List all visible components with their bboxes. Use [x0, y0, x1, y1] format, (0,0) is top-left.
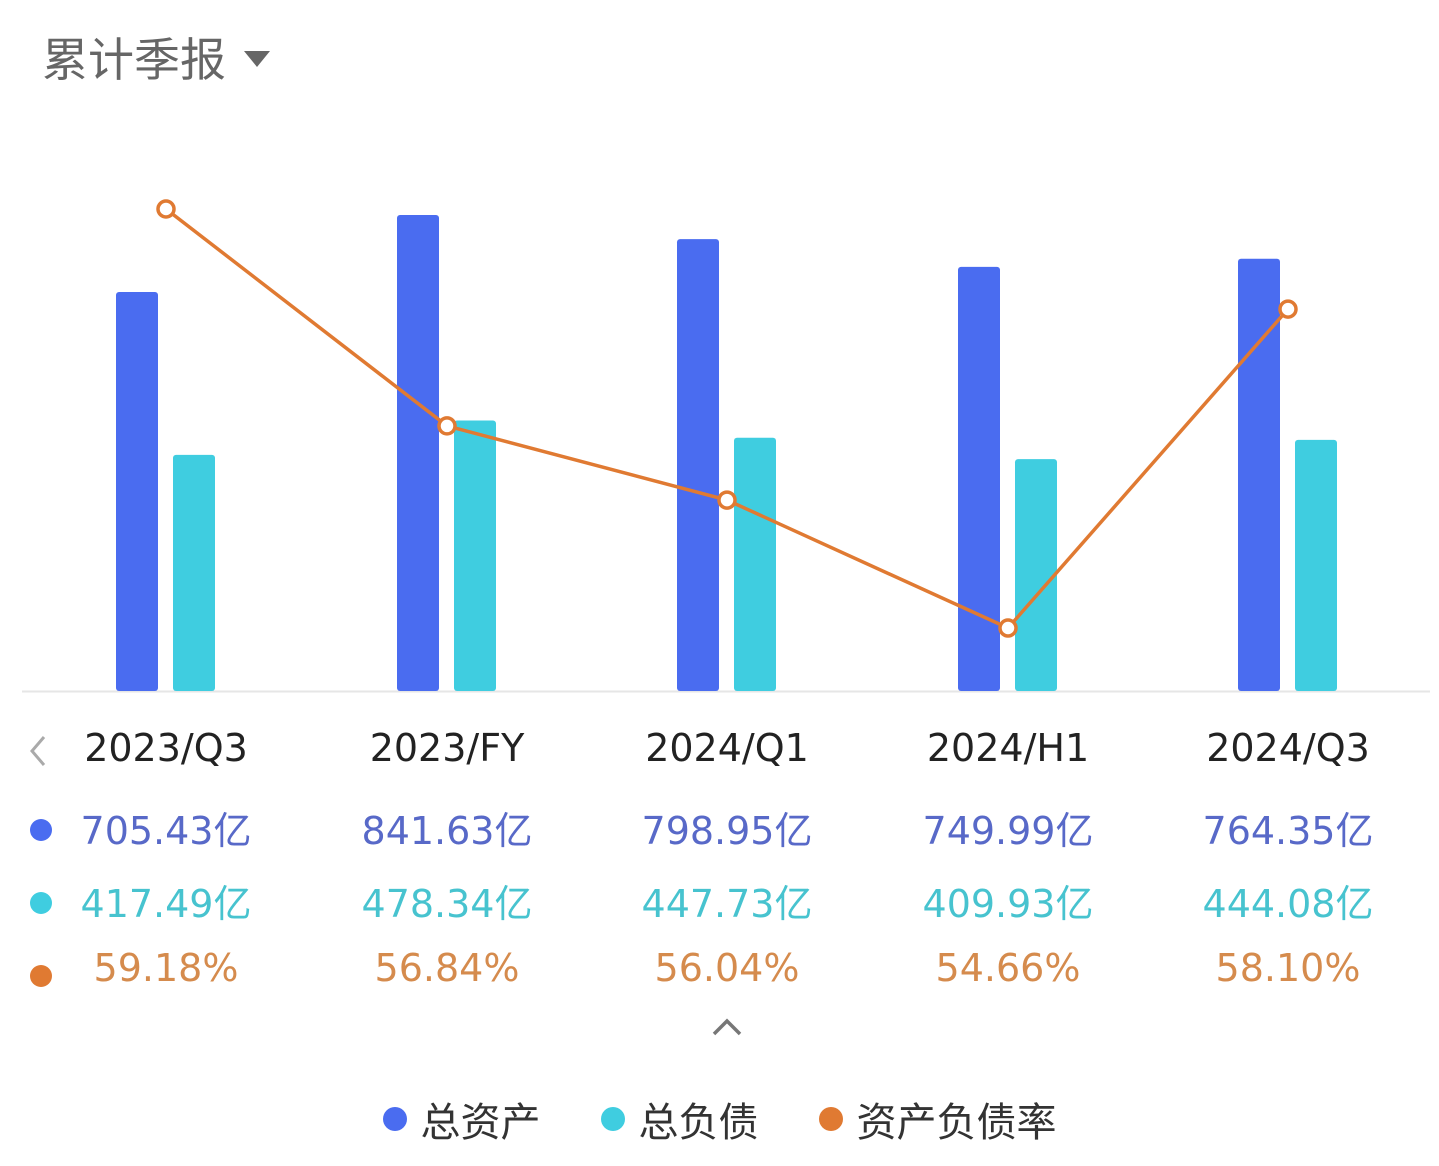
bar-total-assets [116, 292, 158, 691]
total-assets-value: 841.63亿 [361, 809, 533, 853]
total-liabilities-value: 409.93亿 [922, 882, 1094, 926]
period-type-dropdown[interactable]: 累计季报 [42, 24, 270, 90]
legend-dot-total-assets [382, 1107, 407, 1131]
series-dot [30, 819, 52, 841]
bar-total-assets [958, 266, 1000, 691]
legend-item-total-assets[interactable]: 总资产 [382, 1090, 541, 1148]
series-dot [30, 965, 52, 987]
debt-ratio-value: 54.66% [935, 946, 1081, 990]
total-assets-value: 764.35亿 [1202, 809, 1374, 853]
line-point-debt-ratio [156, 199, 176, 219]
total-liabilities-value: 417.49亿 [80, 882, 252, 926]
chevron-left-icon[interactable] [28, 734, 48, 768]
bar-total-assets [397, 215, 439, 691]
total-liabilities-row: 417.49亿 478.34亿 447.73亿 409.93亿 444.08亿 [0, 873, 1439, 933]
line-point-debt-ratio [1278, 299, 1298, 319]
bar-total-assets [677, 239, 719, 691]
legend-item-debt-ratio[interactable]: 资产负债率 [818, 1090, 1057, 1148]
combo-chart [22, 199, 1430, 693]
page-title: 累计季报 [42, 33, 226, 87]
total-liabilities-value: 444.08亿 [1202, 882, 1374, 926]
line-point-debt-ratio [998, 618, 1018, 638]
bar-total-liabilities [454, 420, 496, 691]
bar-total-assets [1238, 258, 1280, 691]
total-assets-value: 749.99亿 [922, 809, 1094, 853]
total-assets-value: 798.95亿 [641, 809, 813, 853]
category-label[interactable]: 2023/Q3 [84, 726, 248, 770]
caret-down-icon [244, 51, 270, 67]
legend-dot-total-liabilities [600, 1107, 625, 1131]
legend-label: 总负债 [638, 1100, 759, 1146]
line-point-debt-ratio [437, 416, 457, 436]
category-label[interactable]: 2024/Q1 [645, 726, 809, 770]
category-label[interactable]: 2024/Q3 [1206, 726, 1370, 770]
total-liabilities-value: 447.73亿 [641, 882, 813, 926]
category-label[interactable]: 2023/FY [369, 726, 525, 770]
total-assets-row: 705.43亿 841.63亿 798.95亿 749.99亿 764.35亿 [0, 800, 1439, 860]
series-dot [30, 892, 52, 914]
legend-item-total-liabilities[interactable]: 总负债 [600, 1090, 759, 1148]
debt-ratio-row: 59.18% 56.84% 56.04% 54.66% 58.10% [0, 946, 1439, 1006]
total-assets-value: 705.43亿 [80, 809, 252, 853]
legend-dot-debt-ratio [818, 1107, 843, 1131]
category-label[interactable]: 2024/H1 [926, 726, 1090, 770]
debt-ratio-value: 56.04% [654, 946, 800, 990]
debt-ratio-value: 58.10% [1215, 946, 1361, 990]
debt-ratio-value: 56.84% [374, 946, 520, 990]
legend-label: 资产负债率 [856, 1100, 1057, 1146]
category-row: 2023/Q3 2023/FY 2024/Q1 2024/H1 2024/Q3 [0, 726, 1439, 786]
total-liabilities-value: 478.34亿 [361, 882, 533, 926]
line-debt-ratio [164, 207, 1290, 631]
bar-total-liabilities [734, 437, 776, 691]
legend-label: 总资产 [420, 1100, 541, 1146]
chart-legend: 总资产 总负债 资产负债率 [0, 1090, 1439, 1148]
bar-total-liabilities [173, 454, 215, 691]
line-point-debt-ratio [717, 490, 737, 510]
debt-ratio-value: 59.18% [93, 946, 239, 990]
bar-total-liabilities [1015, 459, 1057, 691]
chevron-up-icon[interactable] [710, 1016, 744, 1038]
bar-total-liabilities [1295, 439, 1337, 691]
